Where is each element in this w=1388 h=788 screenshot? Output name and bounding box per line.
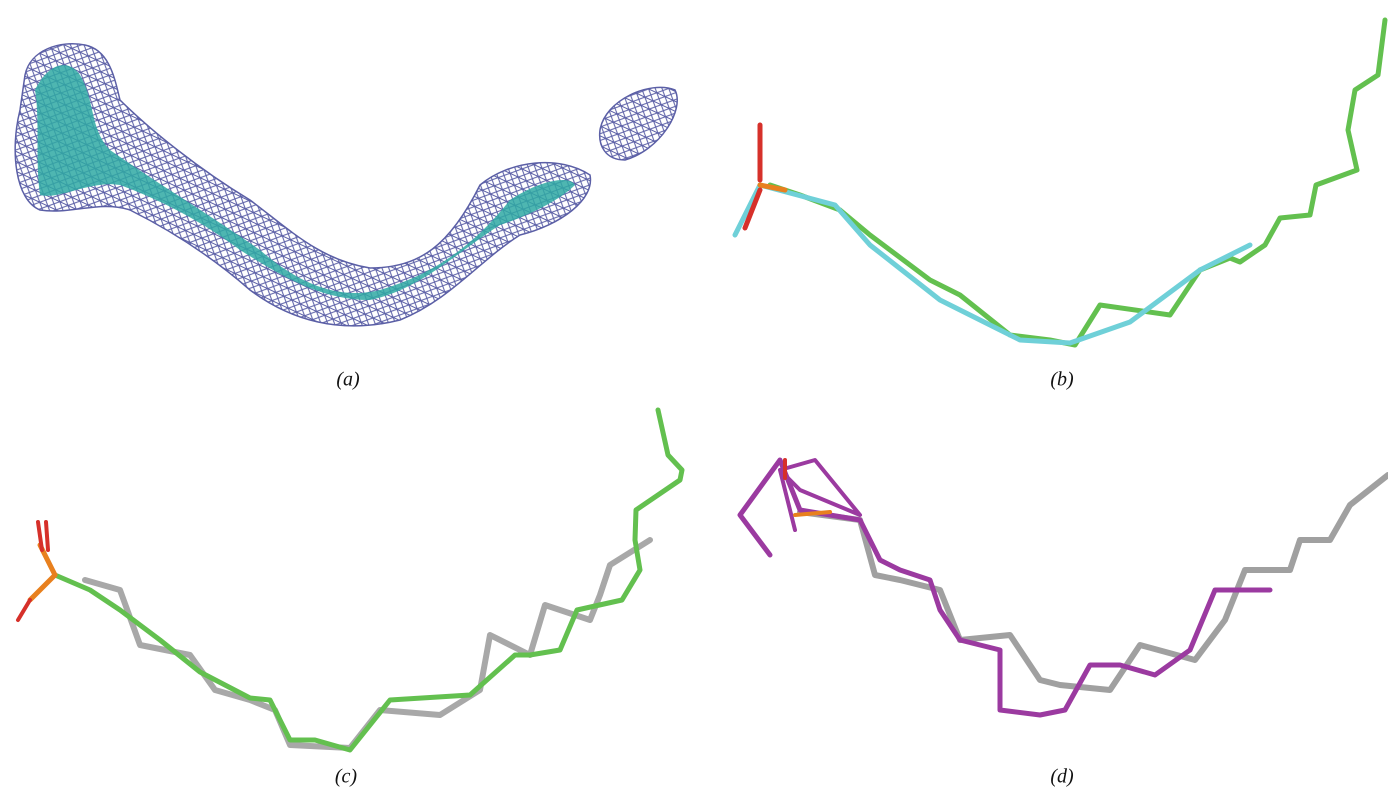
density-mesh xyxy=(14,43,592,327)
green-chain xyxy=(52,407,685,753)
oxygen xyxy=(44,520,50,552)
purple-chain xyxy=(778,458,862,532)
panel-d xyxy=(737,457,1388,718)
purple-chain xyxy=(737,457,1273,718)
density-mesh xyxy=(598,86,678,161)
phosphate xyxy=(27,572,58,603)
panel-label: (c) xyxy=(335,766,358,788)
panel-label: (a) xyxy=(336,369,360,391)
phosphate xyxy=(793,510,832,517)
gray-chain xyxy=(797,472,1388,693)
oxygen xyxy=(16,598,32,622)
density-surface xyxy=(35,65,575,300)
panel-a xyxy=(14,43,678,327)
panel-c xyxy=(16,407,685,753)
panel-label: (b) xyxy=(1050,369,1074,391)
cyan-chain xyxy=(732,182,1253,346)
panel-label: (d) xyxy=(1050,766,1074,788)
panel-b xyxy=(732,17,1388,348)
phosphate xyxy=(757,182,788,193)
green-chain xyxy=(767,17,1388,348)
oxygen xyxy=(742,187,763,231)
oxygen xyxy=(36,520,44,552)
